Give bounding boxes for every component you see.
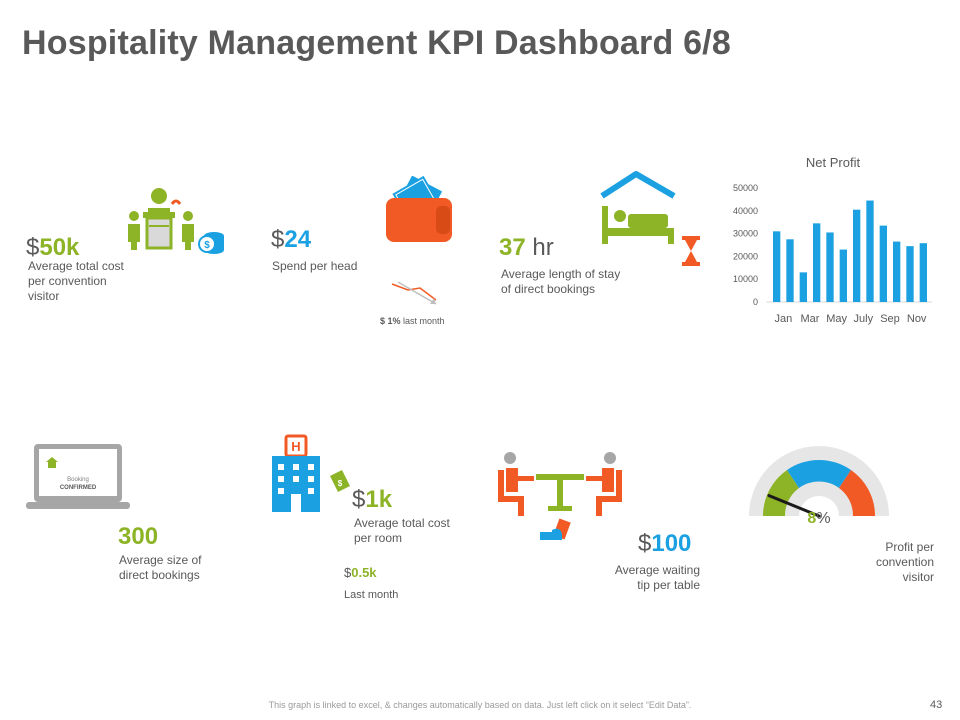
value-number: 24 <box>284 226 312 253</box>
bar-oct <box>893 241 901 302</box>
svg-text:H: H <box>291 439 300 454</box>
gauge-segment-blue <box>787 459 851 488</box>
y-tick-label: 20000 <box>733 251 758 261</box>
value-unit: hr <box>532 234 554 261</box>
down-trend-icon <box>391 281 437 305</box>
profit-gauge <box>749 446 889 536</box>
bar-july <box>853 209 861 302</box>
y-tick-label: 40000 <box>733 206 758 216</box>
label-line: of direct bookings <box>501 282 596 296</box>
kpi-tip-value: $100 <box>638 530 691 558</box>
label-line: direct bookings <box>119 568 200 582</box>
kpi-stay-value: 37 hr <box>499 234 554 262</box>
trend-text: last month <box>403 316 445 326</box>
label-line: visitor <box>28 289 60 303</box>
bar-dec <box>919 243 927 302</box>
value-number: 50k <box>39 234 80 261</box>
wallet-icon <box>386 176 452 242</box>
kpi-room-cost-last-month: $0.5k <box>344 565 377 580</box>
label-line: per room <box>354 531 403 545</box>
bar-jan <box>773 231 781 302</box>
value-number: 1k <box>365 486 393 513</box>
net-profit-chart: Net Profit 0 10000 20000 30000 40000 50000 Ja… <box>733 155 932 325</box>
gauge-segment-orange <box>839 470 875 516</box>
label-line: per convention <box>28 274 107 288</box>
bar-apr <box>813 223 821 302</box>
bar-sep <box>879 225 887 302</box>
footer-note: This graph is linked to excel, & changes… <box>268 700 692 710</box>
x-tick-label: Jan <box>774 313 792 325</box>
y-tick-label: 0 <box>753 297 758 307</box>
label-line: Profit per <box>885 540 934 554</box>
x-tick-label: May <box>826 313 847 325</box>
price-tag-icon: $ <box>330 470 350 492</box>
home-icon <box>46 457 58 468</box>
kpi-room-cost-label: Average total cost per room <box>354 516 450 546</box>
laptop-text-booking: Booking <box>67 477 89 483</box>
label-line: Average waiting <box>614 563 700 577</box>
x-tick-label: Nov <box>907 313 927 325</box>
kpi-room-cost-last-month-label: Last month <box>344 589 399 601</box>
kpi-gauge-label: Profit per convention visitor <box>820 540 934 585</box>
kpi-convention-cost-label: Average total cost per convention visito… <box>28 259 124 304</box>
x-tick-label: July <box>854 313 874 325</box>
label-line: Average total cost <box>354 516 450 530</box>
kpi-convention-cost-value: $50k <box>26 234 79 262</box>
currency-symbol: $ <box>271 226 285 253</box>
kpi-bookings-label: Average size of direct bookings <box>119 553 202 583</box>
laptop-booking-icon: Booking CONFIRMED <box>26 444 130 509</box>
kpi-room-cost-value: $1k <box>352 486 392 514</box>
bar-may <box>826 232 834 302</box>
label-line: convention <box>875 555 934 569</box>
svg-text:$: $ <box>338 479 343 488</box>
currency-symbol: $ <box>344 565 352 580</box>
chart-title: Net Profit <box>806 155 861 170</box>
x-tick-label: Sep <box>880 313 900 325</box>
kpi-bookings-value: 300 <box>118 523 159 550</box>
value-unit: % <box>816 510 831 527</box>
hourglass-icon <box>682 236 700 266</box>
label-line: Average length of stay <box>501 267 621 281</box>
kpi-gauge-value: 8% <box>746 510 892 528</box>
tip-money-icon <box>540 518 571 540</box>
label-line: Average size of <box>119 553 202 567</box>
bar-feb <box>786 239 794 302</box>
bar-nov <box>906 246 914 302</box>
y-tick-label: 30000 <box>733 229 758 239</box>
currency-symbol: $ <box>26 234 40 261</box>
value-number: 37 <box>499 234 526 261</box>
hospital-building-icon: H $ <box>272 434 350 512</box>
value-number: 8 <box>807 510 817 527</box>
label-line: tip per table <box>637 578 700 592</box>
x-tick-label: Mar <box>801 313 820 325</box>
laptop-text-confirmed: CONFIRMED <box>60 485 97 491</box>
label-line: Average total cost <box>28 259 124 273</box>
kpi-tip-label: Average waiting tip per table <box>560 563 700 593</box>
y-tick-label: 10000 <box>733 274 758 284</box>
trend-percent: $ 1% <box>380 316 401 326</box>
podium-speaker-icon: $ <box>128 188 224 254</box>
restaurant-table-icon <box>498 452 622 540</box>
value-number: 0.5k <box>351 565 377 580</box>
gauge-needle <box>767 494 821 518</box>
kpi-spend-label: Spend per head <box>272 259 358 273</box>
kpi-spend-trend: $ 1% last month <box>380 316 445 326</box>
currency-symbol: $ <box>638 530 652 557</box>
label-line: visitor <box>902 570 934 584</box>
gauge-segment-green <box>763 470 799 516</box>
y-tick-label: 50000 <box>733 183 758 193</box>
page-title: Hospitality Management KPI Dashboard 6/8 <box>22 24 731 62</box>
bar-aug <box>866 200 874 302</box>
svg-text:$: $ <box>204 240 210 251</box>
currency-symbol: $ <box>352 486 366 513</box>
kpi-stay-label: Average length of stay of direct booking… <box>501 267 620 297</box>
bar-mar <box>799 272 807 302</box>
hotel-bed-icon <box>600 171 700 266</box>
bar-jun <box>839 249 847 302</box>
value-number: 100 <box>651 530 692 557</box>
kpi-spend-value: $24 <box>271 226 311 254</box>
page-number: 43 <box>930 699 943 711</box>
